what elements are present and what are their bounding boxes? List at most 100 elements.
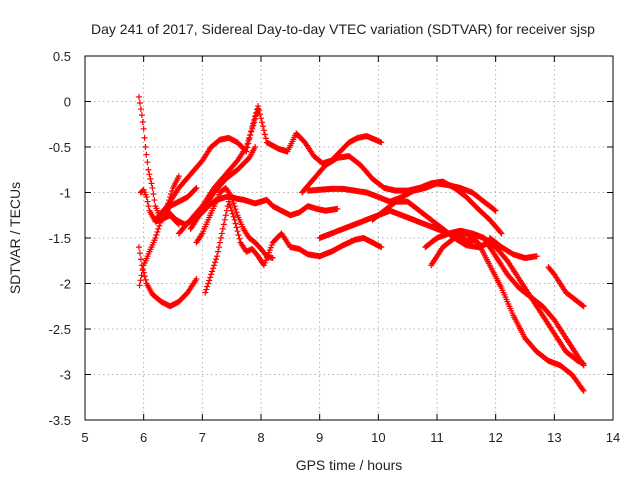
data-point <box>206 277 213 284</box>
data-point <box>232 220 239 227</box>
series-track-18 <box>486 235 540 262</box>
data-point <box>138 112 145 119</box>
data-point <box>217 235 224 241</box>
data-point <box>209 268 216 275</box>
x-tick-label: 6 <box>140 430 147 445</box>
data-point <box>142 276 149 283</box>
data-point <box>138 272 145 279</box>
data-point <box>246 134 253 141</box>
data-point <box>136 250 143 257</box>
data-point <box>269 255 276 262</box>
plot-frame <box>84 55 614 421</box>
data-point <box>216 239 223 246</box>
data-point <box>202 289 209 296</box>
x-tick-labels: 5 6 7 8 9 10 11 12 13 14 <box>81 430 620 445</box>
data-point <box>205 280 212 287</box>
y-tick-label: -1 <box>59 186 71 201</box>
data-point <box>533 253 540 260</box>
data-point <box>232 206 239 213</box>
data-point <box>204 283 211 290</box>
series-track-12 <box>299 153 505 237</box>
x-tick-label: 12 <box>488 430 502 445</box>
x-tick-label: 14 <box>606 430 620 445</box>
data-point <box>492 207 499 214</box>
data-point <box>137 106 144 113</box>
data-point <box>579 386 586 393</box>
x-tick-label: 8 <box>257 430 264 445</box>
data-point <box>156 222 163 229</box>
data-point <box>378 139 385 146</box>
data-point <box>378 244 385 251</box>
data-point <box>215 244 222 251</box>
data-point <box>233 224 240 231</box>
data-point <box>219 225 226 232</box>
data-point <box>580 362 587 369</box>
data-point <box>214 253 220 260</box>
data-point <box>236 235 243 242</box>
x-tick-label: 5 <box>81 430 88 445</box>
data-point <box>142 144 149 150</box>
data-point <box>231 203 238 210</box>
data-point <box>245 137 252 144</box>
data-point <box>230 200 237 207</box>
x-axis-title: GPS time / hours <box>296 457 403 473</box>
data-point <box>252 144 259 150</box>
data-point <box>152 235 159 241</box>
data-point <box>222 212 229 219</box>
data-point <box>227 204 234 211</box>
data-point <box>254 109 261 116</box>
data-point <box>258 115 264 122</box>
data-point <box>255 105 262 112</box>
data-point <box>208 271 215 278</box>
data-point <box>233 209 240 216</box>
data-point <box>248 128 255 135</box>
data-point <box>143 194 150 201</box>
data-point <box>157 219 164 226</box>
data-point <box>207 274 214 281</box>
data-marks <box>135 93 587 394</box>
data-point <box>155 225 162 232</box>
y-tick-label: -1.5 <box>49 231 71 246</box>
data-point <box>218 230 225 237</box>
data-point <box>225 198 232 205</box>
series-track-1 <box>135 93 182 228</box>
y-tick-labels: 0.5 0 -0.5 -1 -1.5 -2 -2.5 -3 -3.5 <box>49 49 71 428</box>
x-tick-label: 10 <box>371 430 385 445</box>
data-point <box>144 198 151 205</box>
data-point <box>146 171 153 178</box>
data-point <box>244 140 251 147</box>
data-point <box>228 194 235 201</box>
x-tick-label: 13 <box>547 430 561 445</box>
data-point <box>243 144 250 150</box>
data-point <box>579 302 586 309</box>
data-point <box>262 135 269 142</box>
data-point <box>234 228 241 235</box>
x-tick-label: 9 <box>316 430 323 445</box>
data-point <box>214 248 221 255</box>
data-point <box>153 231 160 238</box>
series-track-8 <box>164 194 341 228</box>
data-point <box>580 387 587 394</box>
data-point <box>141 273 148 280</box>
series-track-19 <box>545 264 587 310</box>
data-point <box>141 134 148 141</box>
data-point <box>259 123 266 130</box>
data-point <box>228 207 235 214</box>
data-point <box>175 173 182 180</box>
y-tick-label: 0 <box>64 95 71 110</box>
data-point <box>135 93 142 100</box>
data-point <box>250 122 257 129</box>
data-point <box>192 185 199 192</box>
data-point <box>252 115 259 122</box>
data-point <box>193 184 200 191</box>
axis-ticks <box>84 55 614 421</box>
y-tick-label: -3 <box>59 368 71 383</box>
data-point <box>210 265 217 272</box>
data-point <box>137 277 144 284</box>
data-point <box>148 180 155 187</box>
series-track-17 <box>469 230 587 369</box>
data-point <box>147 175 154 182</box>
data-point <box>247 131 254 138</box>
data-point <box>261 131 268 138</box>
data-point <box>213 256 220 263</box>
